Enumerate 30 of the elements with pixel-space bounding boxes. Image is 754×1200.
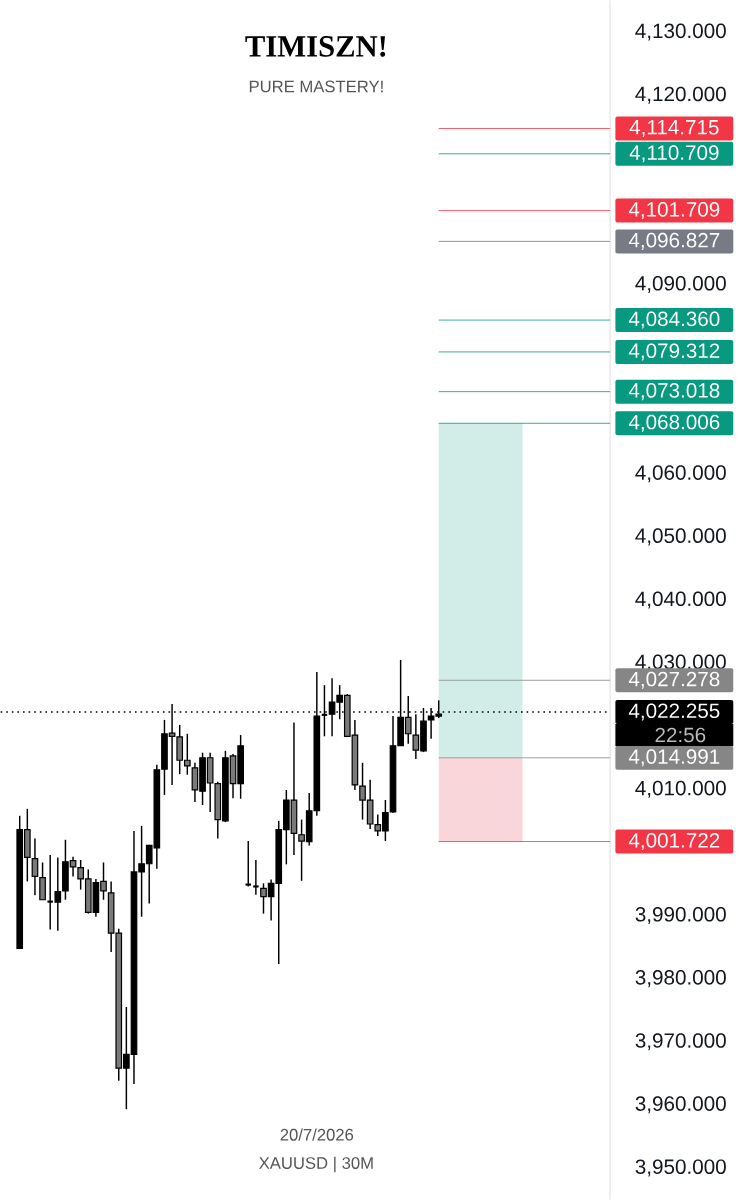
y-tick-label: 4,010.000 — [635, 780, 726, 798]
y-tick-label: 3,980.000 — [635, 970, 726, 988]
text: 22:56 — [655, 727, 706, 743]
y-tick-label: 3,990.000 — [635, 906, 726, 925]
x-axis-title: XAUUSD | 30M — [259, 1156, 373, 1173]
y-tick-label: 3,960.000 — [635, 1096, 726, 1114]
text: PURE MASTERY! — [249, 80, 383, 93]
y-tick-label: 4,060.000 — [635, 465, 726, 483]
ref-line-label: 4,001.722 — [628, 833, 720, 851]
text: TIMISZN! — [245, 36, 386, 57]
y-tick-label: 4,040.000 — [635, 591, 726, 609]
y-tick-label: 3,950.000 — [635, 1159, 726, 1177]
ref-line-label: 4,079.312 — [628, 343, 720, 361]
ref-line-label: 4,110.709 — [629, 145, 719, 163]
ref-line-label: 4,096.827 — [628, 232, 720, 250]
y-tick-label: 4,030.000 — [635, 654, 726, 672]
x-tick-label: 20/7/2026 — [280, 1128, 354, 1141]
y-tick-label: 4,050.000 — [635, 528, 726, 546]
y-tick-label: 4,130.000 — [635, 23, 726, 41]
ref-line-label: 4,114.715 — [629, 120, 719, 137]
ref-line-label: 4,084.360 — [628, 311, 720, 329]
y-tick-label: 4,120.000 — [635, 86, 726, 104]
ref-line-label: 4,068.006 — [628, 414, 720, 432]
ref-line-label: 4,101.709 — [628, 202, 720, 220]
ref-line-label: 4,073.018 — [628, 383, 720, 401]
ref-line-label: 4,022.255 — [628, 703, 720, 721]
ref-line-label: 4,014.991 — [628, 749, 720, 767]
y-tick-label: 3,970.000 — [635, 1033, 726, 1051]
ref-line-label: 4,027.278 — [628, 671, 720, 689]
y-tick-label: 4,090.000 — [635, 275, 726, 293]
